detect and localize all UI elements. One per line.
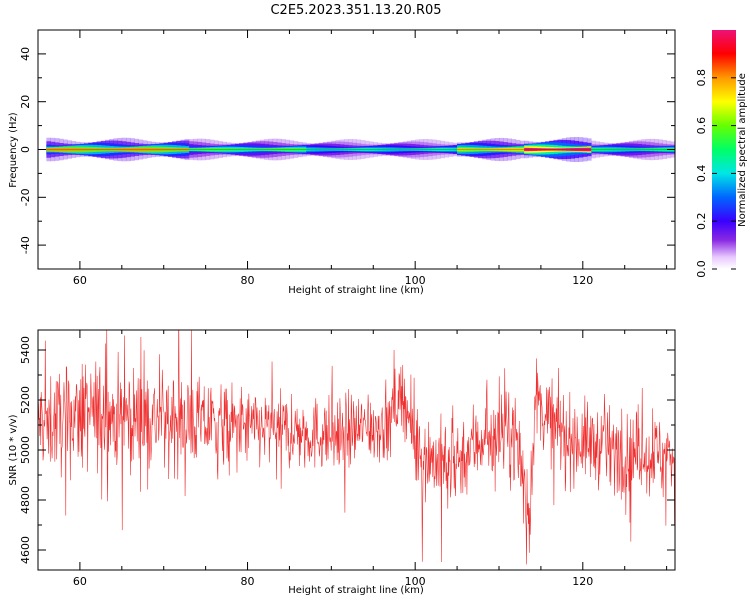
spectrogram-ytick-label: -20 [19,188,32,206]
snr-panel: 60 80 100 120 4600 4800 5000 5200 5400 Height of… [8,329,676,596]
colorbar-tick-label: 0.4 [695,165,708,183]
snr-ylabel: SNR (10 * v/v) [8,414,19,485]
colorbar-tick-label: 0.0 [695,260,708,278]
spectrogram-xtick-label: 60 [73,274,87,287]
spectrogram-ylabel: Frequency (Hz) [8,112,19,188]
spectrogram-xtick-label: 80 [241,274,255,287]
spectrogram-ytick-label: -40 [19,236,32,254]
snr-ytick-label: 4600 [19,536,32,564]
spectrogram-xlabel: Height of straight line (km) [288,285,424,296]
snr-xtick-label: 80 [241,575,255,588]
figure-title: C2E5.2023.351.13.20.R05 [270,3,441,18]
snr-ticks: 60 80 100 120 4600 4800 5000 5200 5400 [19,330,675,588]
spectrogram-panel: 60 80 100 120 -40 -20 0 20 40 Height of straight… [8,29,676,296]
colorbar-label: Normalized spectral amplitude [737,73,748,227]
snr-ytick-label: 5000 [19,436,32,464]
colorbar: 0.0 0.2 0.4 0.6 0.8 Normalized spectral ampl… [695,30,748,278]
snr-ytick-label: 5200 [19,386,32,414]
spectrogram-ticks: 60 80 100 120 -40 -20 0 20 40 [19,29,675,287]
snr-xtick-label: 100 [405,575,426,588]
colorbar-gradient [712,30,736,269]
snr-xtick-label: 120 [572,575,593,588]
spectrogram-ytick-label: 0 [19,146,32,153]
colorbar-tick-label: 0.2 [695,212,708,230]
snr-ytick-label: 5400 [19,336,32,364]
colorbar-ticks: 0.0 0.2 0.4 0.6 0.8 [695,69,736,278]
spectrogram-ytick-label: 40 [19,47,32,61]
spectrogram-xtick-label: 120 [572,274,593,287]
snr-series-line [38,330,675,565]
colorbar-tick-label: 0.8 [695,69,708,87]
spectrogram-xtick-label: 100 [405,274,426,287]
colorbar-tick-label: 0.6 [695,117,708,135]
snr-ytick-label: 4800 [19,486,32,514]
snr-xtick-label: 60 [73,575,87,588]
spectrogram-band [46,136,675,163]
spectrogram-ytick-label: 20 [19,95,32,109]
snr-xlabel: Height of straight line (km) [288,585,424,596]
